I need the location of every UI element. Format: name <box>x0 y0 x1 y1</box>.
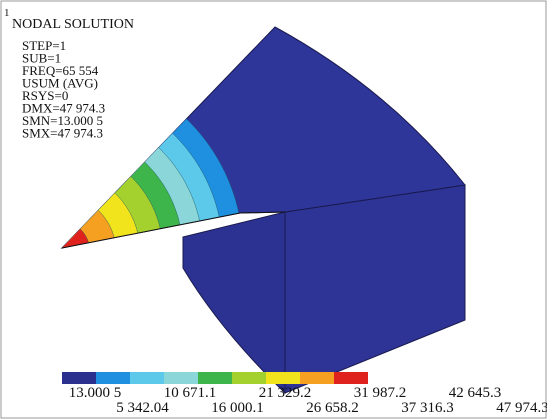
legend-label: 26 658.2 <box>306 400 359 416</box>
contour-band <box>62 219 91 248</box>
legend-swatch <box>164 372 198 384</box>
window-number: 1 <box>4 7 10 19</box>
inner-face <box>182 211 286 395</box>
contour-band <box>62 193 117 248</box>
legend-label: 10 671.1 <box>164 385 217 401</box>
legend-swatch <box>198 372 232 384</box>
front-face <box>284 184 466 394</box>
legend-label: 31 987.2 <box>354 385 407 401</box>
info-line: DMX=47 974.3 <box>22 101 105 116</box>
legend-swatch <box>232 372 266 384</box>
legend-label: 13.000 5 <box>69 385 122 401</box>
title: NODAL SOLUTION <box>12 17 134 32</box>
edge <box>61 211 286 249</box>
legend-swatch <box>96 372 130 384</box>
legend-swatch <box>62 372 96 384</box>
info-line: STEP=1 <box>22 38 66 53</box>
info-line: SMN=13.000 5 <box>22 113 103 128</box>
legend-swatch <box>266 372 300 384</box>
legend-swatch <box>130 372 164 384</box>
legend-label: 5 342.04 <box>116 400 169 416</box>
info-line: SMX=47 974.3 <box>22 126 103 141</box>
contour-bands <box>62 66 244 248</box>
legend-swatch <box>300 372 334 384</box>
info-line: SUB=1 <box>22 51 61 66</box>
legend-swatch <box>334 372 368 384</box>
info-line: FREQ=65 554 <box>22 63 99 78</box>
legend-label: 21 329.2 <box>259 385 312 401</box>
legend-label: 16 000.1 <box>211 400 264 416</box>
info-line: USUM (AVG) <box>22 76 98 91</box>
info-line: RSYS=0 <box>22 88 68 103</box>
legend-label: 37 316.3 <box>401 400 454 416</box>
legend-label: 42 645.3 <box>449 385 502 401</box>
legend-label: 47 974.3 <box>496 400 547 416</box>
